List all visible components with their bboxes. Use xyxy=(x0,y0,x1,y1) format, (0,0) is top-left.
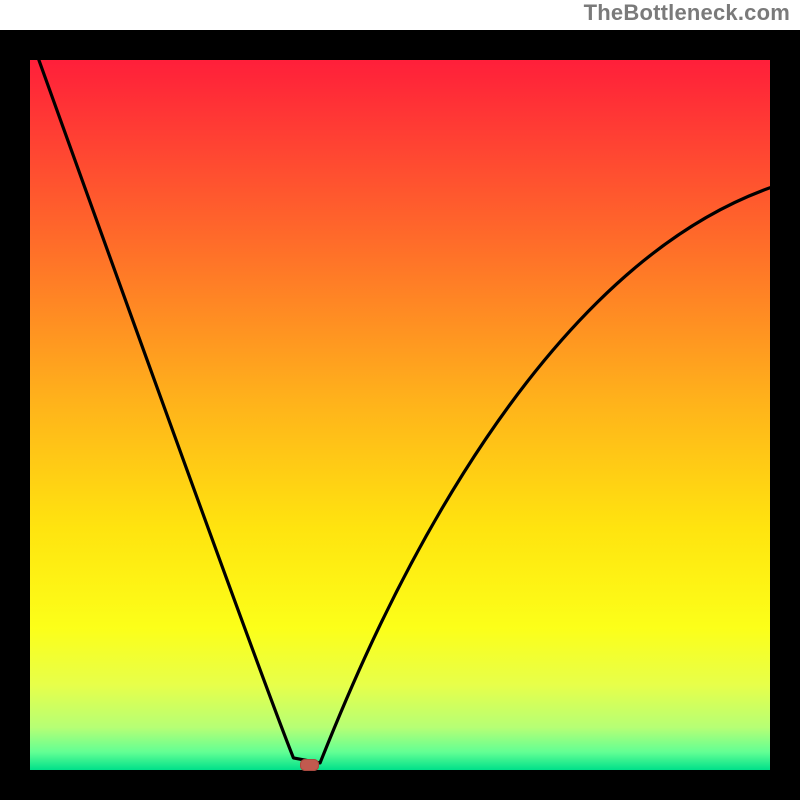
bottleneck-curve xyxy=(0,0,800,800)
optimal-point-marker xyxy=(300,759,319,771)
chart-canvas: TheBottleneck.com xyxy=(0,0,800,800)
watermark-text: TheBottleneck.com xyxy=(584,0,790,26)
curve-path xyxy=(39,60,770,763)
